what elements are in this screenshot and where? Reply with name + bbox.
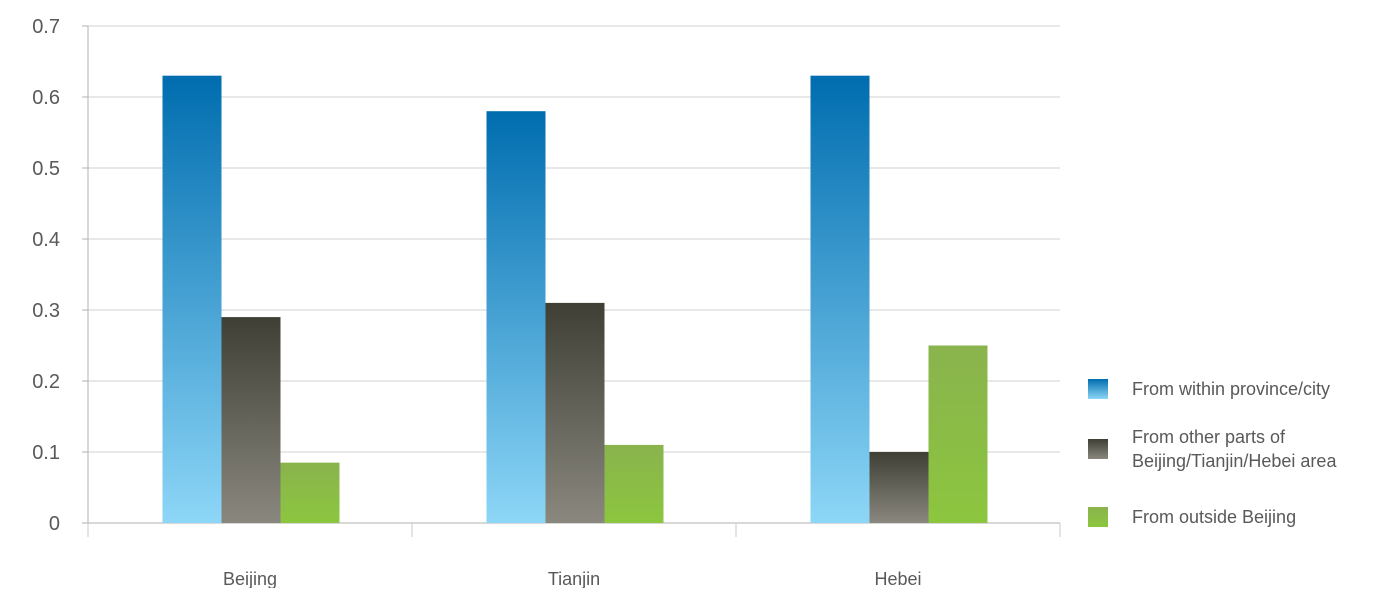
bar-beijing-series-3	[280, 462, 340, 523]
y-tick-label: 0.1	[32, 442, 60, 464]
legend-swatch-outside	[1088, 507, 1108, 527]
y-tick-label: 0	[49, 513, 60, 535]
x-tick-label: Beijing	[223, 569, 277, 588]
y-tick-label: 0.2	[32, 371, 60, 393]
bar-tianjin-series-3	[604, 444, 664, 523]
x-tick-label: Hebei	[874, 569, 921, 588]
x-tick-label: Tianjin	[548, 569, 600, 588]
bar-tianjin-series-1	[486, 111, 546, 523]
bar-hebei-series-3	[928, 345, 988, 523]
legend-item-other-parts: From other parts of Beijing/Tianjin/Hebe…	[1088, 425, 1379, 473]
legend-label-other-parts: From other parts of Beijing/Tianjin/Hebe…	[1132, 427, 1337, 471]
x-tick-labels: Beijing Tianjin Hebei	[223, 569, 922, 589]
bar-beijing-series-2	[221, 317, 281, 523]
legend-label-outside: From outside Beijing	[1132, 507, 1297, 527]
bars	[162, 75, 988, 523]
y-tick-label: 0.3	[32, 300, 60, 322]
bar-tianjin-series-2	[545, 302, 605, 523]
y-tick-label: 0.6	[32, 87, 60, 109]
bar-hebei-series-2	[869, 452, 929, 523]
legend-label-within: From within province/city	[1132, 379, 1331, 399]
y-tick-label: 0.4	[32, 229, 60, 251]
legend-swatch-within	[1088, 379, 1108, 399]
y-tick-labels: 0 0.1 0.2 0.3 0.4 0.5 0.6 0.7	[32, 16, 60, 535]
y-tick-label: 0.7	[32, 16, 60, 38]
legend-item-within: From within province/city	[1088, 377, 1379, 401]
y-tick-label: 0.5	[32, 158, 60, 180]
bar-beijing-series-1	[162, 75, 222, 523]
legend-item-outside: From outside Beijing	[1088, 505, 1379, 529]
legend-swatch-other-parts	[1088, 439, 1108, 459]
bar-hebei-series-1	[810, 75, 870, 523]
